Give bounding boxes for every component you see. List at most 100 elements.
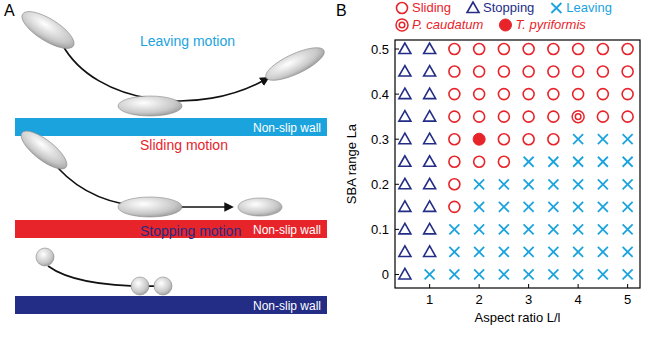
- y-tick-label: 0.2: [371, 177, 389, 192]
- marker-cross: [573, 134, 583, 144]
- cross-stroke: [499, 179, 509, 189]
- cross-stroke: [573, 157, 583, 167]
- cross-stroke: [598, 247, 608, 257]
- marker-circle: [449, 156, 460, 167]
- cross-stroke: [548, 157, 558, 167]
- cross-stroke: [573, 224, 583, 234]
- cross-stroke: [548, 202, 558, 212]
- marker-triangle: [399, 223, 411, 234]
- marker-triangle: [399, 201, 411, 212]
- plot-frame: [395, 40, 640, 288]
- cell-body: [17, 5, 80, 55]
- marker-circle: [573, 66, 584, 77]
- ring-inner: [399, 22, 405, 28]
- cross-stroke: [499, 202, 509, 212]
- cross-stroke: [623, 247, 633, 257]
- cross-stroke: [548, 247, 558, 257]
- marker-cross: [623, 224, 633, 234]
- marker-cross: [524, 202, 534, 212]
- cross-stroke: [598, 157, 608, 167]
- marker-triangle: [399, 178, 411, 189]
- legend-label: Sliding: [412, 0, 451, 15]
- legend-marker: [397, 3, 408, 14]
- cross-stroke: [524, 179, 534, 189]
- marker-triangle: [424, 246, 436, 257]
- marker-circle: [548, 44, 559, 55]
- cross-stroke: [474, 269, 484, 279]
- marker-circle: [597, 111, 608, 122]
- marker-circle: [597, 66, 608, 77]
- marks: [399, 43, 633, 279]
- marker-circle: [449, 111, 460, 122]
- cross-stroke: [474, 224, 484, 234]
- marker-circle: [622, 44, 633, 55]
- cross-stroke: [551, 3, 561, 13]
- cross-stroke: [499, 224, 509, 234]
- cross-stroke: [425, 269, 435, 279]
- marker-cross: [548, 224, 558, 234]
- marker-cross: [573, 202, 583, 212]
- ring-outer: [396, 19, 408, 31]
- y-tick: [395, 49, 399, 50]
- marker-cross: [548, 269, 558, 279]
- cross-stroke: [548, 179, 558, 189]
- marker-circle: [474, 156, 485, 167]
- marker-cross: [474, 202, 484, 212]
- cross-stroke: [623, 134, 633, 144]
- marker-cross: [499, 202, 509, 212]
- cross-stroke: [449, 224, 459, 234]
- cross-stroke: [598, 134, 608, 144]
- cross-stroke: [598, 157, 608, 167]
- cross-stroke: [598, 179, 608, 189]
- cross-stroke: [524, 224, 534, 234]
- cell-body: [131, 277, 149, 295]
- x-axis-title: Aspect ratio L/l: [475, 310, 561, 325]
- marker-circle: [498, 44, 509, 55]
- marker-cross: [623, 247, 633, 257]
- trajectory: [62, 44, 268, 101]
- marker-triangle: [399, 156, 411, 167]
- marker-cross: [623, 202, 633, 212]
- y-tick-label: 0: [382, 267, 389, 282]
- cross-stroke: [598, 269, 608, 279]
- marker-circle: [548, 89, 559, 100]
- cross-stroke: [474, 247, 484, 257]
- marker-circle: [548, 111, 559, 122]
- marker-circle: [449, 89, 460, 100]
- y-tick-label: 0.5: [371, 42, 389, 57]
- cross-stroke: [573, 157, 583, 167]
- wall-label: Non-slip wall: [253, 299, 321, 313]
- marker-cross: [449, 247, 459, 257]
- y-tick: [395, 274, 399, 275]
- marker-cross: [548, 247, 558, 257]
- legend-marker: [467, 2, 479, 13]
- marker-cross: [499, 179, 509, 189]
- marker-circle: [523, 134, 534, 145]
- cross-stroke: [524, 269, 534, 279]
- cross-stroke: [499, 179, 509, 189]
- cross-stroke: [598, 134, 608, 144]
- marker-circle: [449, 44, 460, 55]
- y-tick: [395, 229, 399, 230]
- cross-stroke: [623, 157, 633, 167]
- marker-cross: [499, 247, 509, 257]
- x-tick-label: 3: [525, 292, 532, 307]
- marker-cross: [623, 269, 633, 279]
- marker-circle: [498, 89, 509, 100]
- marker-triangle: [399, 43, 411, 54]
- cross-stroke: [623, 224, 633, 234]
- cross-stroke: [474, 202, 484, 212]
- cross-stroke: [623, 134, 633, 144]
- marker-triangle: [424, 111, 436, 122]
- cross-stroke: [449, 224, 459, 234]
- y-tick: [395, 94, 399, 95]
- cell-body: [118, 96, 182, 116]
- cross-stroke: [499, 224, 509, 234]
- legend-marker: [499, 19, 511, 31]
- marker-triangle: [399, 268, 411, 279]
- cell-body: [118, 197, 182, 217]
- marker-cross: [524, 179, 534, 189]
- marker-triangle: [424, 133, 436, 144]
- cell-body: [16, 125, 72, 175]
- cross-stroke: [623, 179, 633, 189]
